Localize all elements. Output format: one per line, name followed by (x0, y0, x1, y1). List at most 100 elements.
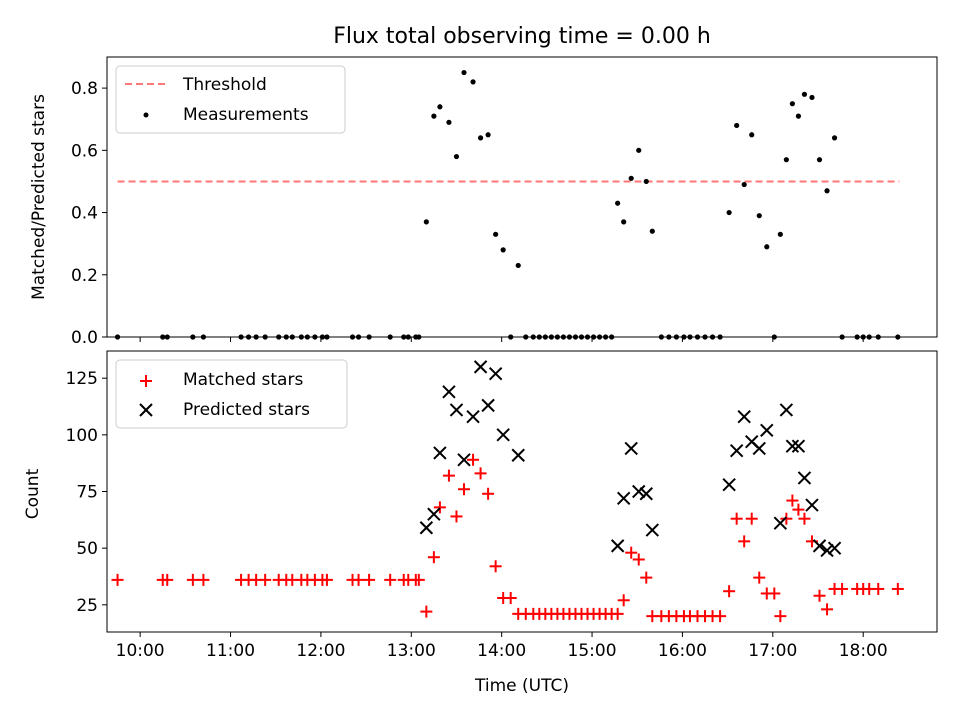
matched-star-point (474, 467, 487, 480)
predicted-star-point (433, 446, 447, 460)
matched-legend-label: Matched stars (183, 370, 303, 390)
top-y-ticks: 0.0 0.2 0.4 0.6 0.8 (71, 79, 107, 348)
predicted-star-point (785, 439, 800, 453)
predicted-star-point (812, 539, 827, 553)
matched-star-point (768, 587, 781, 600)
bottom-legend: Matched stars Predicted stars (115, 359, 348, 429)
predicted-star-point (488, 366, 503, 381)
predicted-star-point (805, 498, 819, 512)
measurement-point (485, 132, 491, 138)
matched-star-point (632, 553, 645, 566)
predicted-star-point (442, 385, 456, 399)
matched-star-point (780, 512, 793, 525)
matched-star-point (363, 573, 376, 586)
measurement-point (764, 244, 770, 250)
measurements-legend-swatch (143, 112, 149, 118)
measurement-point (749, 132, 755, 138)
measurement-point (795, 113, 802, 119)
matched-star-point (427, 551, 440, 564)
bottom-legend-box (115, 359, 348, 429)
measurement-point (423, 219, 429, 225)
matched-star-point (723, 585, 736, 598)
matched-star-point (433, 501, 446, 514)
x-tick-label: 17:00 (748, 641, 797, 661)
predicted-star-point (466, 410, 480, 424)
matched-star-point (611, 607, 624, 620)
measurement-point (816, 157, 823, 163)
predicted-star-point (752, 441, 766, 456)
top-legend-box (115, 65, 346, 134)
measurement-point (643, 178, 649, 185)
y-tick-label: 50 (76, 539, 98, 559)
matched-star-point (111, 573, 124, 586)
matched-star-point (482, 487, 495, 500)
measurement-point (636, 147, 642, 153)
matched-star-point (197, 573, 210, 586)
predicted-legend-label: Predicted stars (183, 400, 310, 420)
bottom-y-ticks: 25 50 75 100 125 (66, 369, 107, 616)
top-legend: Threshold Measurements (115, 65, 346, 134)
y-tick-label: 100 (66, 426, 98, 446)
measurement-point (628, 175, 634, 181)
matched-star-point (467, 453, 480, 466)
matched-star-point (872, 582, 885, 595)
matched-star-point (450, 510, 463, 523)
measurement-point (734, 122, 740, 129)
matched-star-point (640, 571, 653, 584)
matched-star-point (420, 605, 433, 618)
bottom-plot: 25 50 75 100 125 10:00 11:00 12:00 13:00 14:00 15… (66, 350, 938, 661)
y-tick-label: 75 (76, 483, 98, 503)
measurement-point (446, 119, 452, 125)
matched-star-point (458, 483, 471, 496)
y-tick-label: 0.4 (71, 204, 98, 224)
predicted-star-point (481, 398, 495, 413)
bottom-plot-marks (111, 360, 904, 623)
matched-star-point (836, 582, 849, 595)
matched-star-point (891, 582, 904, 595)
matched-star-point (320, 573, 333, 586)
predicted-star-point (616, 491, 631, 506)
measurement-point (500, 247, 506, 253)
matched-star-point (745, 512, 758, 525)
matched-star-point (786, 494, 799, 507)
y-tick-label: 0.2 (71, 266, 98, 286)
chart-title: Flux total observing time = 0.00 h (333, 24, 711, 49)
y-tick-label: 0.6 (71, 141, 98, 161)
measurement-point (461, 69, 467, 76)
matched-star-point (504, 592, 517, 605)
matched-star-point (489, 560, 502, 573)
predicted-star-point (827, 541, 842, 555)
predicted-star-point (449, 403, 464, 417)
predicted-star-point (737, 410, 751, 424)
measurement-point (783, 157, 789, 163)
x-tick-label: 14:00 (477, 641, 526, 661)
threshold-legend-label: Threshold (182, 75, 267, 95)
bottom-axes-frame (106, 350, 938, 633)
measurement-point (741, 181, 747, 188)
matched-star-point (442, 469, 455, 482)
predicted-star-point (760, 423, 774, 438)
matched-star-point (259, 573, 272, 586)
matched-star-point (625, 546, 638, 559)
matched-star-point (412, 573, 425, 586)
measurement-point (453, 153, 460, 160)
y-tick-label: 125 (66, 369, 98, 389)
predicted-legend-swatch (139, 403, 153, 417)
predicted-star-point (639, 487, 653, 501)
predicted-star-point (773, 516, 788, 530)
measurement-point (493, 231, 499, 237)
predicted-star-point (645, 523, 660, 537)
measurement-point (649, 228, 655, 234)
matched-star-point (384, 573, 397, 586)
measurement-point (437, 104, 443, 110)
predicted-star-point (610, 539, 625, 553)
measurement-point (756, 213, 762, 219)
matched-star-point (774, 610, 787, 623)
measurement-point (777, 231, 783, 237)
x-tick-label: 16:00 (658, 641, 707, 661)
predicted-star-point (419, 521, 434, 535)
matched-star-point (753, 571, 766, 584)
predicted-star-point (427, 507, 441, 521)
matched-star-point (821, 603, 834, 616)
